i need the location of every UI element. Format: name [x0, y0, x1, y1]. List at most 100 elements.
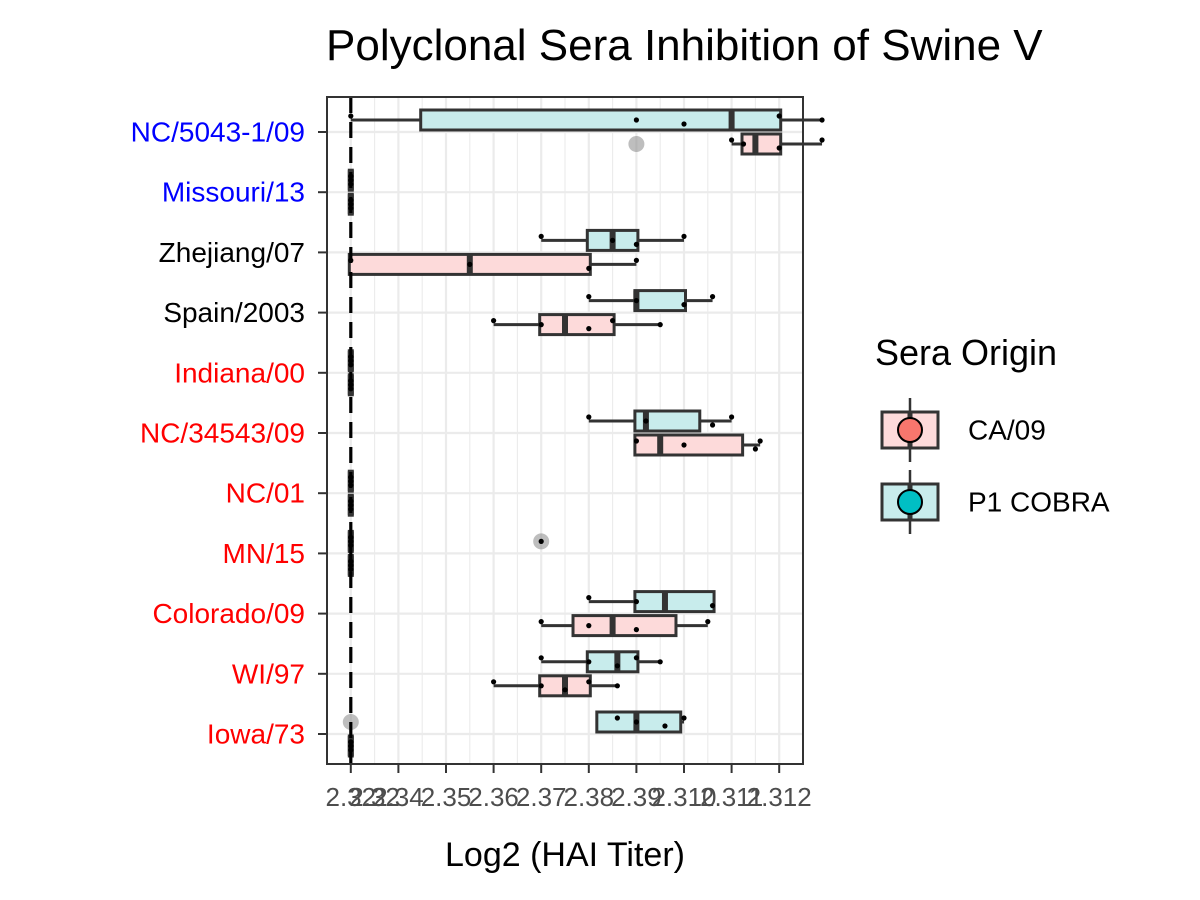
box [585, 650, 640, 674]
data-point [538, 619, 544, 625]
data-point [633, 627, 640, 633]
data-point [538, 683, 544, 689]
y-tick-label: Zhejiang/07 [159, 237, 305, 268]
x-tick-label: 2.312 [747, 782, 812, 812]
x-tick-label: 2.37 [516, 782, 567, 812]
legend-item: P1 COBRA [880, 470, 1110, 534]
y-tick-label: Missouri/13 [162, 177, 305, 208]
data-point [348, 562, 354, 569]
x-tick-label: 2.36 [468, 782, 519, 812]
data-point [729, 137, 735, 143]
data-point [348, 739, 354, 745]
data-point [538, 322, 544, 328]
y-tick-label: Iowa/73 [207, 719, 305, 750]
data-point [610, 318, 616, 324]
legend-item: CA/09 [880, 398, 1046, 462]
legend-key-point [897, 417, 923, 443]
data-point [348, 362, 354, 368]
data-point [348, 538, 354, 545]
data-point [757, 438, 763, 444]
data-point [538, 233, 544, 239]
data-point [610, 237, 616, 243]
x-tick-label: 2.34 [373, 782, 424, 812]
panel-border [326, 96, 804, 765]
data-point [633, 719, 640, 725]
box [419, 108, 783, 132]
y-tick-label: Indiana/00 [174, 357, 305, 388]
data-point [819, 117, 825, 123]
data-point [586, 623, 592, 629]
data-point [819, 137, 825, 143]
legend-label: CA/09 [968, 415, 1046, 446]
data-point [586, 294, 592, 300]
data-point [491, 679, 497, 685]
legend: Sera Origin CA/09 P1 COBRA [875, 332, 1110, 534]
outlier-point [628, 136, 645, 152]
x-tick-label: 2.32 [325, 782, 376, 812]
data-point [681, 442, 687, 448]
data-point [586, 679, 592, 685]
data-point [662, 723, 668, 729]
data-point [729, 414, 735, 420]
data-point [633, 298, 640, 304]
box [633, 409, 702, 433]
data-point [633, 438, 640, 444]
legend-key-point [897, 489, 923, 515]
data-point [709, 294, 716, 300]
data-point [633, 599, 640, 605]
data-point [709, 422, 716, 428]
data-point [681, 121, 687, 127]
y-tick-label: NC/34543/09 [140, 418, 305, 449]
data-point [586, 326, 592, 332]
data-point [681, 715, 687, 721]
y-tick-label: MN/15 [223, 538, 305, 569]
data-point [681, 302, 687, 308]
box [571, 614, 678, 638]
data-point [776, 145, 782, 151]
y-tick-label: NC/5043-1/09 [131, 117, 305, 148]
data-point [348, 566, 354, 573]
data-point [586, 659, 592, 665]
data-point [657, 659, 663, 665]
x-tick-label: 2.310 [651, 782, 716, 812]
data-point [491, 318, 497, 324]
x-tick-label: 2.32 [349, 782, 400, 812]
box [740, 132, 783, 156]
data-point [562, 687, 568, 693]
box [538, 313, 616, 337]
x-axis-title: Log2 (HAI Titer) [445, 836, 685, 874]
data-point [467, 261, 473, 267]
data-point [614, 715, 620, 721]
legend-title: Sera Origin [875, 332, 1057, 373]
x-tick-label: 2.311 [700, 782, 763, 812]
x-tick-label: 2.35 [421, 782, 472, 812]
x-tick-label: 2.39 [611, 782, 662, 812]
plot-area: NC/5043-1/09 Missouri/13 Zhejiang/07 Spain/… [131, 96, 825, 812]
box [633, 590, 716, 614]
data-point [348, 113, 354, 119]
data-point [776, 113, 782, 119]
data-point [633, 655, 640, 661]
y-tick-label: NC/01 [226, 478, 305, 509]
data-point [348, 542, 354, 549]
y-tick-label: Colorado/09 [152, 598, 305, 629]
data-point [709, 603, 716, 609]
chart-title: Polyclonal Sera Inhibition of Swine V [326, 21, 1043, 70]
box [633, 289, 688, 313]
data-point [752, 446, 759, 452]
y-tick-label: Spain/2003 [163, 297, 305, 328]
data-point [705, 619, 711, 625]
data-point [538, 655, 544, 661]
data-point [614, 663, 620, 669]
y-tick-label: WI/97 [232, 658, 305, 689]
data-point [586, 595, 592, 601]
data-point [614, 683, 620, 689]
data-point [643, 418, 649, 424]
box [633, 433, 745, 457]
data-point [633, 117, 640, 123]
data-point [538, 538, 544, 545]
data-point [586, 265, 592, 271]
data-point [586, 414, 592, 420]
